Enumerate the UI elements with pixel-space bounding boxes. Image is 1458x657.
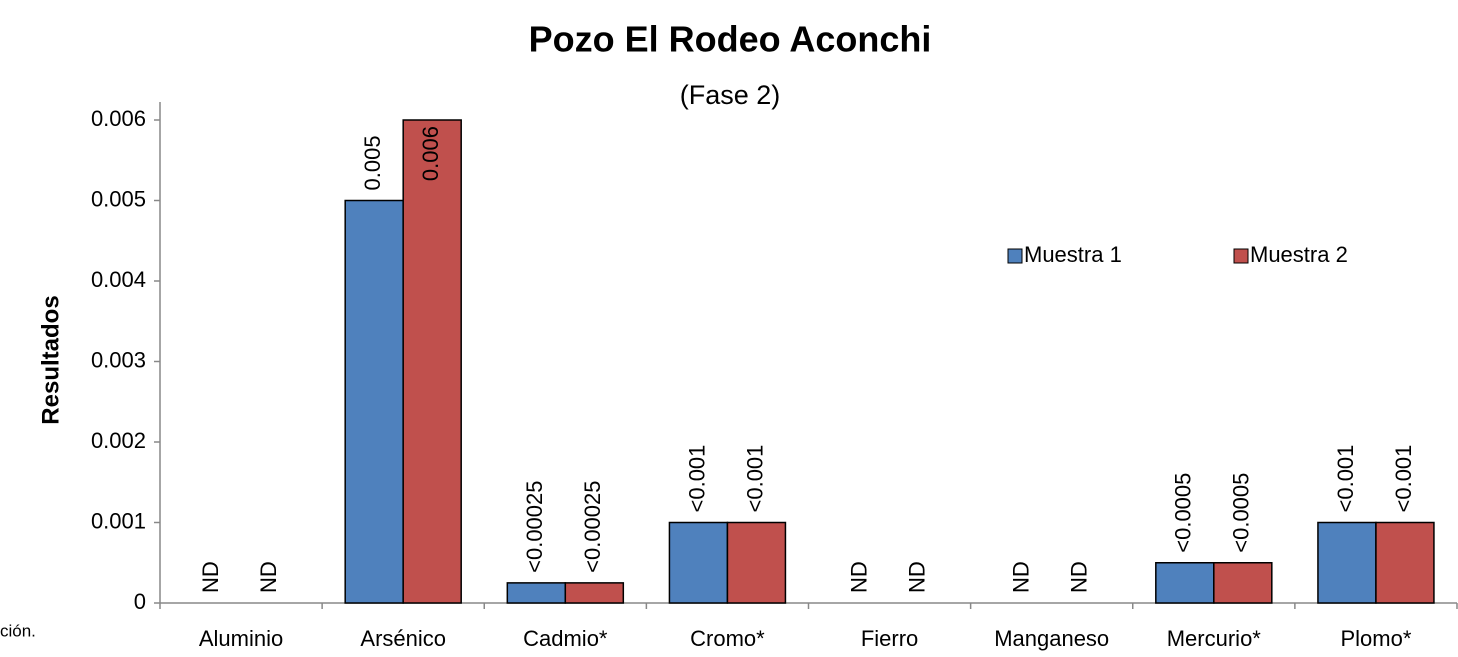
value-label: ND xyxy=(256,561,281,593)
bar xyxy=(1317,521,1377,604)
legend-label: Muestra 2 xyxy=(1250,242,1348,267)
x-tick-label: Cromo* xyxy=(690,626,765,651)
legend-swatch xyxy=(1007,248,1023,264)
bar xyxy=(506,582,567,604)
x-tick-label: Plomo* xyxy=(1340,626,1411,651)
bar xyxy=(1375,521,1435,604)
value-label: <0.0005 xyxy=(1229,473,1254,553)
x-tick-label: Arsénico xyxy=(360,626,446,651)
value-label: ND xyxy=(1067,561,1092,593)
value-label: ND xyxy=(198,561,223,593)
value-label: <0.00025 xyxy=(580,481,605,573)
value-label: <0.00025 xyxy=(522,481,547,573)
bar xyxy=(402,119,462,604)
value-label: ND xyxy=(904,561,929,593)
value-label: <0.001 xyxy=(1333,445,1358,513)
bar xyxy=(1213,562,1273,604)
value-label: 0.006 xyxy=(418,126,443,181)
bar xyxy=(726,521,787,604)
bar xyxy=(668,521,729,604)
value-label: <0.001 xyxy=(742,445,767,513)
x-tick-label: Mercurio* xyxy=(1167,626,1262,651)
value-label: ND xyxy=(846,561,871,593)
y-tick-label: 0.001 xyxy=(91,508,146,533)
bar xyxy=(564,582,625,604)
x-tick-label: Manganeso xyxy=(994,626,1109,651)
value-label: 0.005 xyxy=(360,135,385,190)
x-tick-label: Aluminio xyxy=(199,626,283,651)
value-label: ND xyxy=(1009,561,1034,593)
value-label: <0.001 xyxy=(1391,445,1416,513)
bar xyxy=(344,199,404,604)
y-tick-label: 0.006 xyxy=(91,106,146,131)
y-tick-label: 0.002 xyxy=(91,428,146,453)
x-tick-label: Cadmio* xyxy=(523,626,608,651)
y-tick-label: 0.004 xyxy=(91,267,146,292)
legend-swatch xyxy=(1233,248,1249,264)
y-tick-label: 0.003 xyxy=(91,347,146,372)
value-label: <0.0005 xyxy=(1171,473,1196,553)
value-label: <0.001 xyxy=(684,445,709,513)
legend-label: Muestra 1 xyxy=(1024,242,1122,267)
y-axis-label: Resultados xyxy=(37,295,64,424)
y-tick-label: 0 xyxy=(134,589,146,614)
y-tick-label: 0.005 xyxy=(91,186,146,211)
footnote: ción. xyxy=(0,621,36,640)
chart-title: Pozo El Rodeo Aconchi xyxy=(529,19,932,60)
chart-subtitle: (Fase 2) xyxy=(680,80,781,110)
x-tick-label: Fierro xyxy=(861,626,918,651)
bar xyxy=(1155,562,1215,604)
